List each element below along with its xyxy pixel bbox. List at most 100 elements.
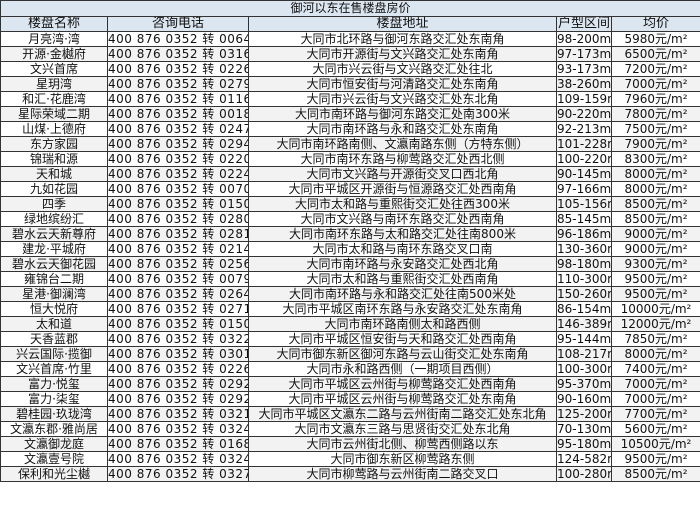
cell-address: 大同市南环路南侧太和路西侧 — [248, 316, 557, 332]
cell-name: 富力·悦玺 — [0, 376, 108, 392]
cell-address: 大同市文兴路与开源街交叉口西北角 — [248, 166, 557, 182]
cell-address: 大同市南环东路与太和路交汇处往南800米 — [248, 226, 557, 242]
cell-unit-range: 95-370m² — [556, 376, 612, 392]
header-phone: 咨询电话 — [107, 16, 249, 32]
cell-phone: 400 876 0352 转 0224 — [107, 166, 249, 182]
table-row: 恒大悦府 400 876 0352 转 0271 大同市平城区南环东路与永安路交汇处… — [0, 301, 700, 317]
cell-phone: 400 876 0352 转 0064 — [107, 31, 249, 47]
cell-name: 山煤·上德府 — [0, 121, 108, 137]
cell-name: 兴云国际·揽御 — [0, 346, 108, 362]
cell-name: 文瀛壹号院 — [0, 451, 108, 467]
cell-phone: 400 876 0352 转 0321 — [107, 406, 249, 422]
cell-name: 星玥湾 — [0, 76, 108, 92]
table-row: 富力·柒玺 400 876 0352 转 0292 大同市平城区云州街与柳莺路交汇处… — [0, 391, 700, 407]
cell-avg-price: 7900元/m² — [611, 136, 700, 152]
cell-address: 大同市南环路南侧、文瀛南路东侧（方特东侧） — [248, 136, 557, 152]
cell-avg-price: 9500元/m² — [611, 271, 700, 287]
cell-name: 雍锦台二期 — [0, 271, 108, 287]
table-row: 文兴首席·竹里 400 876 0352 转 0226 大同市永和路西侧（一期项目西… — [0, 361, 700, 377]
cell-avg-price: 5600元/m² — [611, 421, 700, 437]
cell-address: 大同市太和路与南环东路交叉口南 — [248, 241, 557, 257]
cell-address: 大同市柳莺路与云州街南二路交叉口 — [248, 466, 557, 482]
table-row: 文瀛壹号院 400 876 0352 转 0324 大同市御东新区柳莺路东侧 124-… — [0, 451, 700, 467]
table-row: 星玥湾 400 876 0352 转 0279 大同市恒安街与河清路交汇处东南角 38… — [0, 76, 700, 92]
cell-phone: 400 876 0352 转 0281 — [107, 226, 249, 242]
cell-unit-range: 98-180m² — [556, 256, 612, 272]
cell-phone: 400 876 0352 转 0079 — [107, 271, 249, 287]
cell-phone: 400 876 0352 转 0292 — [107, 376, 249, 392]
table-row: 天和城 400 876 0352 转 0224 大同市文兴路与开源街交叉口西北角 90… — [0, 166, 700, 182]
cell-avg-price: 9500元/m² — [611, 286, 700, 302]
table-row: 锦瑞和源 400 876 0352 转 0220 大同市南环东路与柳莺路交汇处西北侧… — [0, 151, 700, 167]
cell-name: 九如花园 — [0, 181, 108, 197]
cell-name: 和汇·花鹿湾 — [0, 91, 108, 107]
table-row: 太和道 400 876 0352 转 0150 大同市南环路南侧太和路西侧 146-3… — [0, 316, 700, 332]
cell-address: 大同市平城区云州街与柳莺路交汇处东南角 — [248, 391, 557, 407]
cell-phone: 400 876 0352 转 0256 — [107, 256, 249, 272]
cell-avg-price: 9300元/m² — [611, 256, 700, 272]
cell-phone: 400 876 0352 转 0271 — [107, 301, 249, 317]
cell-address: 大同市南环路与御河东路交汇处南300米 — [248, 106, 557, 122]
cell-address: 大同市平城区开源街与恒源路交汇处西南角 — [248, 181, 557, 197]
cell-name: 碧桂园·玖珑湾 — [0, 406, 108, 422]
cell-unit-range: 70-130m² — [556, 421, 612, 437]
header-unit-range: 户型区间 — [556, 16, 612, 32]
table-row: 星港·御澜湾 400 876 0352 转 0264 大同市南环路与永和路交汇处往南… — [0, 286, 700, 302]
cell-unit-range: 38-260m² — [556, 76, 612, 92]
cell-address: 大同市永和路西侧（一期项目西侧） — [248, 361, 557, 377]
cell-name: 文兴首席 — [0, 61, 108, 77]
cell-avg-price: 10000元/m² — [611, 301, 700, 317]
cell-address: 大同市南环路与永和路交汇处东南角 — [248, 121, 557, 137]
cell-avg-price: 7800元/m² — [611, 106, 700, 122]
table-row: 山煤·上德府 400 876 0352 转 0247 大同市南环路与永和路交汇处东南… — [0, 121, 700, 137]
cell-address: 大同市北环路与御河东路交汇处东南角 — [248, 31, 557, 47]
table-row: 兴云国际·揽御 400 876 0352 转 0301 大同市御东新区御河东路与云山… — [0, 346, 700, 362]
table-row: 保利和光尘樾 400 876 0352 转 0327 大同市柳莺路与云州街南二路交叉… — [0, 466, 700, 482]
header-row: 楼盘名称 咨询电话 楼盘地址 户型区间 均价 — [0, 16, 700, 32]
cell-avg-price: 8500元/m² — [611, 466, 700, 482]
cell-unit-range: 93-173m² — [556, 61, 612, 77]
cell-phone: 400 876 0352 转 0280 — [107, 211, 249, 227]
cell-phone: 400 876 0352 转 0301 — [107, 346, 249, 362]
table-row: 碧水云天新尊府 400 876 0352 转 0281 大同市南环东路与太和路交汇处… — [0, 226, 700, 242]
cell-phone: 400 876 0352 转 0168 — [107, 436, 249, 452]
cell-address: 大同市兴云街与文兴路交汇处东北角 — [248, 91, 557, 107]
cell-name: 文瀛东郡·雅尚居 — [0, 421, 108, 437]
cell-phone: 400 876 0352 转 0150 — [107, 316, 249, 332]
cell-avg-price: 8300元/m² — [611, 151, 700, 167]
table-row: 开源·金樾府 400 876 0352 转 0316 大同市开源街与文兴路交汇处东南… — [0, 46, 700, 62]
header-avg-price: 均价 — [611, 16, 700, 32]
cell-avg-price: 9000元/m² — [611, 226, 700, 242]
cell-unit-range: 150-260m² — [556, 286, 612, 302]
cell-name: 星际荣域二期 — [0, 106, 108, 122]
cell-avg-price: 8000元/m² — [611, 166, 700, 182]
cell-name: 锦瑞和源 — [0, 151, 108, 167]
cell-name: 建龙·平城府 — [0, 241, 108, 257]
cell-name: 开源·金樾府 — [0, 46, 108, 62]
cell-phone: 400 876 0352 转 0294 — [107, 136, 249, 152]
cell-unit-range: 90-220m² — [556, 106, 612, 122]
cell-name: 碧水云天新尊府 — [0, 226, 108, 242]
table-row: 星际荣域二期 400 876 0352 转 0018 大同市南环路与御河东路交汇处南… — [0, 106, 700, 122]
table-row: 碧桂园·玖珑湾 400 876 0352 转 0321 大同市平城区文瀛东二路与云州… — [0, 406, 700, 422]
cell-unit-range: 95-144m² — [556, 331, 612, 347]
cell-avg-price: 7700元/m² — [611, 406, 700, 422]
cell-name: 保利和光尘樾 — [0, 466, 108, 482]
cell-unit-range: 92-213m² — [556, 121, 612, 137]
cell-avg-price: 12000元/m² — [611, 316, 700, 332]
cell-unit-range: 110-300m² — [556, 271, 612, 287]
cell-unit-range: 90-145m² — [556, 166, 612, 182]
table-row: 碧水云天御花园 400 876 0352 转 0256 大同市南环路与永安路交汇处西… — [0, 256, 700, 272]
cell-name: 东方家园 — [0, 136, 108, 152]
cell-unit-range: 85-145m² — [556, 211, 612, 227]
cell-name: 绿地缤纷汇 — [0, 211, 108, 227]
cell-avg-price: 8000元/m² — [611, 181, 700, 197]
cell-address: 大同市恒安街与河清路交汇处东南角 — [248, 76, 557, 92]
cell-name: 太和道 — [0, 316, 108, 332]
cell-phone: 400 876 0352 转 0018 — [107, 106, 249, 122]
cell-address: 大同市文瀛东三路与思贤街交汇处东北角 — [248, 421, 557, 437]
cell-phone: 400 876 0352 转 0220 — [107, 151, 249, 167]
cell-name: 星港·御澜湾 — [0, 286, 108, 302]
cell-avg-price: 8500元/m² — [611, 211, 700, 227]
cell-phone: 400 876 0352 转 0279 — [107, 76, 249, 92]
